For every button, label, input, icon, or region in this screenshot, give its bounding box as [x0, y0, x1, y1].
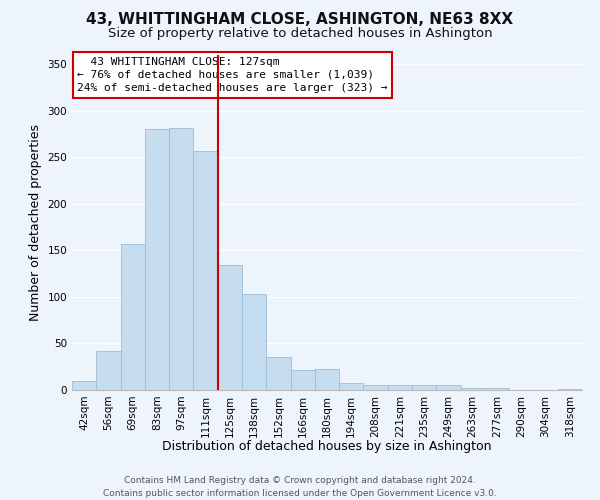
Bar	[266, 358, 290, 390]
X-axis label: Distribution of detached houses by size in Ashington: Distribution of detached houses by size …	[162, 440, 492, 453]
Bar	[193, 151, 218, 390]
Bar	[242, 294, 266, 390]
Text: Contains HM Land Registry data © Crown copyright and database right 2024.
Contai: Contains HM Land Registry data © Crown c…	[103, 476, 497, 498]
Bar	[412, 386, 436, 390]
Bar	[218, 266, 242, 390]
Text: 43, WHITTINGHAM CLOSE, ASHINGTON, NE63 8XX: 43, WHITTINGHAM CLOSE, ASHINGTON, NE63 8…	[86, 12, 514, 28]
Text: Size of property relative to detached houses in Ashington: Size of property relative to detached ho…	[107, 28, 493, 40]
Bar	[145, 130, 169, 390]
Bar	[315, 368, 339, 390]
Bar	[169, 128, 193, 390]
Bar	[485, 388, 509, 390]
Text: 43 WHITTINGHAM CLOSE: 127sqm
← 76% of detached houses are smaller (1,039)
24% of: 43 WHITTINGHAM CLOSE: 127sqm ← 76% of de…	[77, 56, 388, 93]
Bar	[96, 351, 121, 390]
Bar	[72, 380, 96, 390]
Bar	[388, 386, 412, 390]
Bar	[364, 386, 388, 390]
Bar	[436, 386, 461, 390]
Bar	[121, 244, 145, 390]
Y-axis label: Number of detached properties: Number of detached properties	[29, 124, 42, 321]
Bar	[290, 370, 315, 390]
Bar	[461, 388, 485, 390]
Bar	[339, 384, 364, 390]
Bar	[558, 389, 582, 390]
